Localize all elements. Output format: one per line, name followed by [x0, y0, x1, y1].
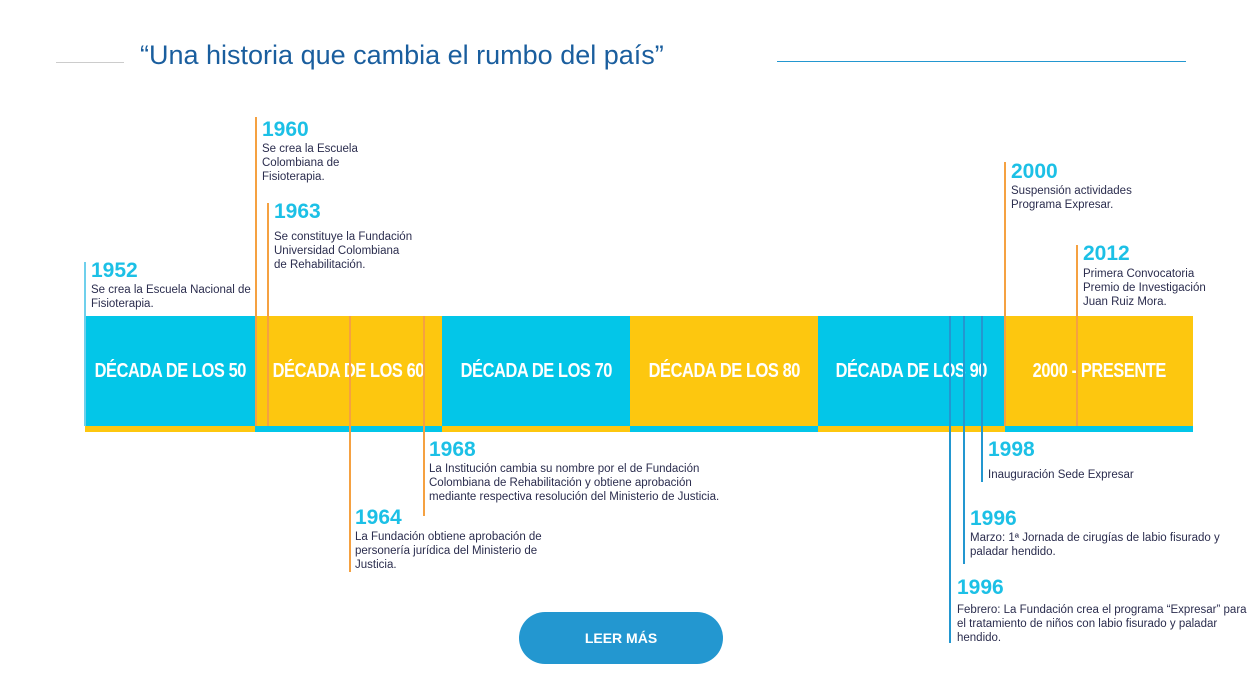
event-line-1998 [981, 316, 983, 482]
event-1952: 1952 Se crea la Escuela Nacional de Fisio… [91, 259, 251, 310]
event-2000: 2000 Suspensión actividades Programa Expr… [1011, 160, 1132, 211]
event-line-1960 [255, 117, 257, 426]
decade-80: DÉCADA DE LOS 80 [630, 316, 818, 426]
title-rule-right [777, 61, 1186, 62]
event-line-1996-marzo [963, 316, 965, 564]
event-line-1964 [349, 316, 351, 572]
event-line-2000 [1004, 162, 1006, 426]
event-line-1963 [267, 203, 269, 426]
event-1996-febrero: 1996 Febrero: La Fundación crea el progra… [957, 576, 1247, 644]
page-title: “Una historia que cambia el rumbo del pa… [140, 40, 664, 70]
event-1996-marzo: 1996 Marzo: 1ª Jornada de cirugías de lab… [970, 507, 1220, 558]
stripe [442, 426, 630, 432]
event-2012: 2012 Primera Convocatoria Premio de Inves… [1083, 242, 1206, 308]
stripe [630, 426, 818, 432]
stripe [255, 426, 442, 432]
decade-70: DÉCADA DE LOS 70 [442, 316, 630, 426]
leer-mas-button[interactable]: LEER MÁS [519, 612, 723, 664]
event-1960: 1960 Se crea la Escuela Colombiana de Fis… [262, 118, 358, 183]
event-line-1996-febrero [949, 316, 951, 643]
decade-50: DÉCADA DE LOS 50 [85, 316, 255, 426]
event-1968: 1968 La Institución cambia su nombre por … [429, 438, 720, 503]
event-1998: 1998 Inauguración Sede Expresar [988, 438, 1134, 481]
decade-2000: 2000 - PRESENTE [1005, 316, 1193, 426]
event-line-1968 [423, 316, 425, 516]
stripe [85, 426, 255, 432]
event-1964: 1964 La Fundación obtiene aprobación de p… [355, 506, 542, 571]
event-line-2012 [1076, 245, 1078, 426]
decade-90: DÉCADA DE LOS 90 [818, 316, 1005, 426]
event-1963: 1963 Se constituye la Fundación Universid… [274, 200, 413, 271]
stripe [818, 426, 1005, 432]
decade-60: DÉCADA DE LOS 60 [255, 316, 442, 426]
title-rule-left [56, 62, 124, 63]
stripe [1005, 426, 1193, 432]
event-line-1952 [84, 262, 86, 426]
